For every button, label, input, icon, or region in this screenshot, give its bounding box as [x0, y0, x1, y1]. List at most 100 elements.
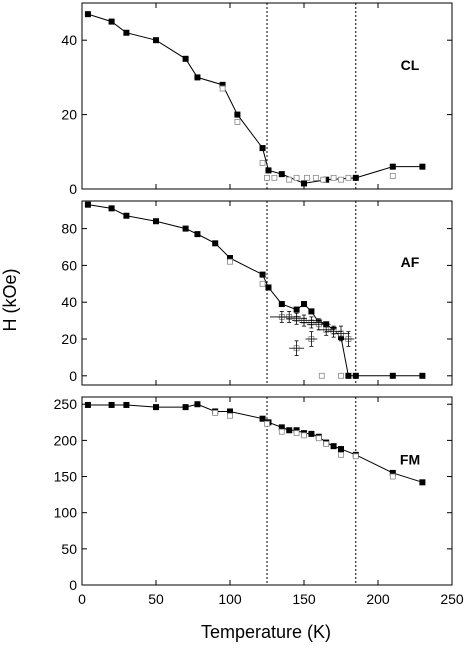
data-point-filled: [301, 180, 307, 187]
panel-label: FM: [400, 452, 420, 468]
data-point-open: [259, 280, 266, 287]
data-point-open: [389, 473, 396, 480]
data-point-filled: [259, 271, 266, 278]
y-tick-label: 40: [61, 32, 77, 48]
panel-fm: 0 50 100 150 200 250 0 50 100 150 200 250 FM: [54, 396, 464, 607]
panel-af: 0 20 40 60 80 AF: [61, 200, 453, 386]
data-point-filled: [108, 205, 115, 212]
data-point-filled: [419, 479, 426, 486]
data-point-open: [304, 174, 310, 181]
data-point-filled: [227, 408, 233, 415]
data-point-open: [320, 176, 327, 183]
data-point-filled: [286, 427, 293, 434]
data-point-open: [293, 174, 300, 181]
x-axis-title: Temperature (K): [201, 622, 331, 642]
data-point-filled: [323, 176, 330, 183]
data-point-filled: [352, 174, 359, 181]
data-point-filled: [419, 163, 426, 170]
y-tick-label: 150: [54, 469, 78, 485]
panel-cl: 0 20 40 CL: [61, 2, 453, 197]
data-point-open: [312, 174, 319, 181]
data-point-open: [301, 432, 307, 439]
series-line: [87, 204, 423, 377]
data-point-filled: [153, 404, 159, 411]
x-tick-label: 50: [148, 591, 164, 607]
panels-layer: 0 20 40 CL 0 20 40 60 80 AF 0 50 100 150 200 250 0 50 100 1…: [54, 2, 464, 607]
data-point-filled: [278, 171, 285, 178]
data-point-filled: [389, 372, 396, 379]
data-point-filled: [265, 284, 272, 291]
data-point-filled: [278, 301, 285, 308]
data-point-filled: [301, 301, 307, 308]
data-point-filled: [194, 401, 201, 408]
y-tick-label: 200: [54, 432, 78, 448]
data-point-open: [271, 174, 278, 181]
y-tick-label: 50: [61, 541, 77, 557]
data-point-filled: [338, 446, 344, 453]
data-point-open: [330, 174, 337, 181]
y-tick-label: 40: [61, 294, 77, 310]
data-point-filled: [227, 255, 233, 262]
data-point-open: [352, 453, 359, 460]
data-point-open: [219, 85, 226, 92]
y-axis-title: H (kOe): [0, 269, 20, 332]
data-point-filled: [194, 231, 201, 238]
data-point-open: [234, 119, 241, 125]
data-point-filled: [234, 111, 241, 118]
data-point-filled: [265, 167, 272, 174]
data-point-filled: [219, 81, 226, 88]
x-tick-label: 150: [292, 591, 316, 607]
y-tick-label: 60: [61, 257, 77, 273]
data-point-open: [278, 428, 285, 435]
y-tick-label: 100: [54, 505, 78, 521]
data-point-open: [212, 410, 219, 416]
data-point-open: [338, 176, 344, 183]
data-point-filled: [153, 218, 159, 225]
data-point-open: [264, 174, 270, 181]
series-line: [87, 13, 423, 184]
data-point-open: [227, 258, 233, 265]
data-point-filled: [182, 225, 189, 232]
data-point-open: [323, 441, 330, 447]
data-point-filled: [259, 145, 266, 152]
y-tick-label: 20: [61, 107, 77, 123]
data-point-filled: [84, 201, 91, 208]
y-tick-label: 80: [61, 221, 77, 237]
data-point-filled: [278, 424, 285, 431]
data-point-open: [345, 174, 352, 181]
data-point-filled: [182, 404, 189, 411]
data-point-open: [389, 173, 396, 179]
data-point-filled: [153, 37, 159, 44]
data-point-filled: [123, 401, 130, 408]
data-point-filled: [182, 55, 189, 62]
data-point-open: [338, 372, 344, 379]
data-point-open: [286, 176, 293, 183]
series-line: [87, 403, 423, 483]
data-point-filled: [84, 11, 91, 18]
data-point-filled: [108, 401, 115, 408]
data-point-filled: [212, 240, 219, 247]
y-tick-label: 0: [69, 577, 77, 593]
data-point-filled: [123, 212, 130, 219]
data-point-open: [293, 430, 300, 437]
y-axis-label: H (kOe): [0, 269, 20, 332]
data-point-open: [318, 372, 325, 379]
data-point-filled: [123, 29, 130, 36]
data-point-filled: [419, 372, 426, 379]
data-point-filled: [345, 372, 352, 379]
data-point-filled: [108, 18, 115, 25]
panel-label: CL: [401, 57, 420, 73]
y-tick-label: 20: [61, 331, 77, 347]
x-tick-label: 100: [218, 591, 242, 607]
data-point-open: [264, 420, 270, 427]
y-tick-label: 0: [69, 181, 77, 197]
data-point-filled: [293, 306, 300, 313]
data-point-filled: [352, 372, 359, 379]
data-point-filled: [389, 469, 396, 476]
data-point-filled: [194, 74, 201, 81]
data-point-filled: [389, 163, 396, 170]
x-tick-label: 0: [78, 591, 86, 607]
x-tick-label: 200: [366, 591, 390, 607]
data-point-open: [315, 435, 322, 442]
